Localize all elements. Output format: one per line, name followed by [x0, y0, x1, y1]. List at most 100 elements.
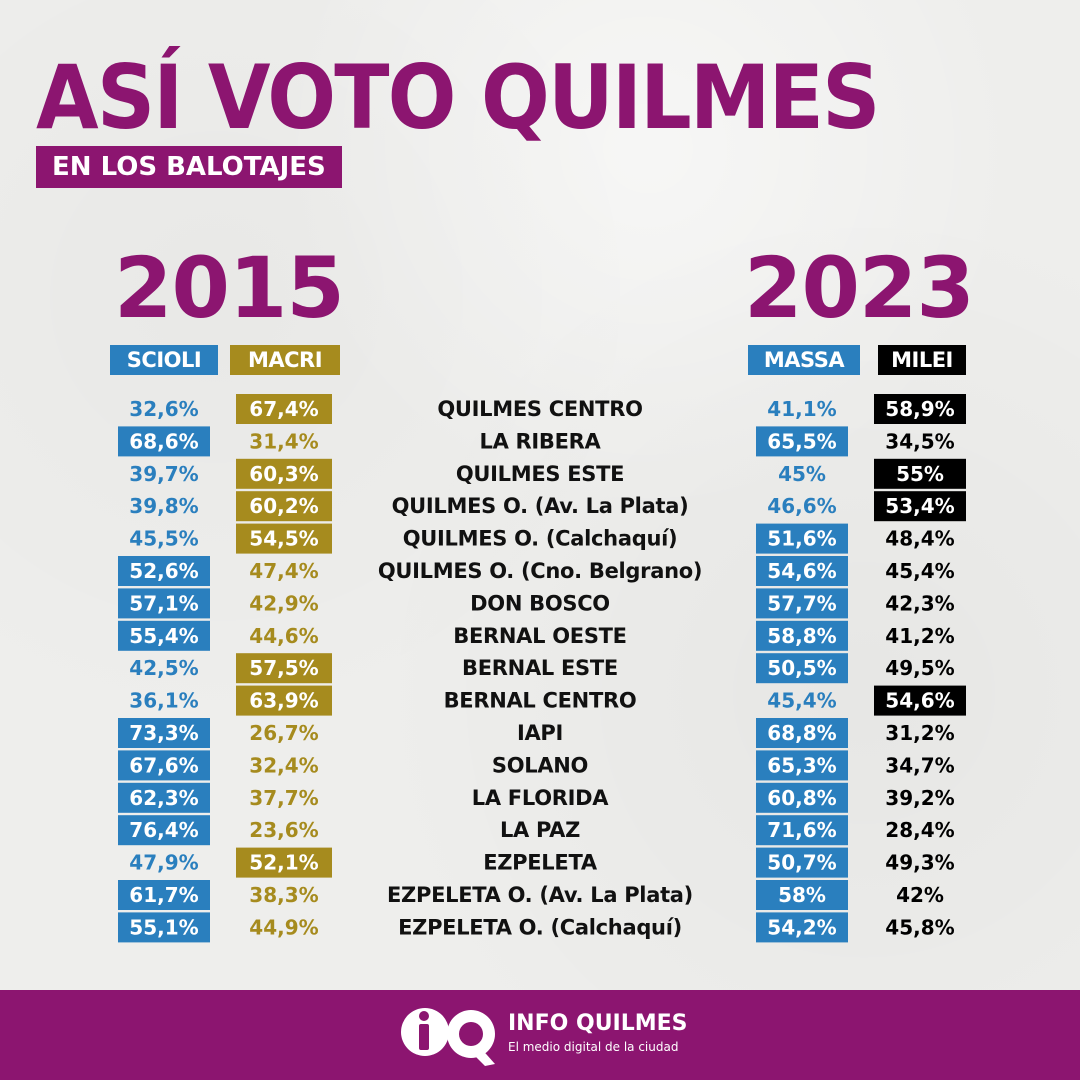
value-label-milei-solano: 34,7%: [885, 753, 954, 777]
value-label-macri-la-ribera: 31,4%: [249, 429, 318, 453]
value-label-milei-quilmes-o-av-la-plata: 53,4%: [885, 494, 954, 518]
candidate-header-macri: MACRI: [230, 345, 340, 375]
winner-box-massa-quilmes-o-calchaqu: [756, 523, 848, 554]
candidate-header-milei: MILEI: [878, 345, 966, 375]
winner-box-massa-ezpeleta-o-av-la-plata: [756, 880, 848, 910]
winner-box-scioli-ezpeleta-o-calchaqu: [118, 912, 210, 943]
value-label-milei-quilmes-o-cno-belgrano: 45,4%: [885, 559, 954, 583]
value-label-massa-ezpeleta-o-calchaqu: 54,2%: [767, 915, 836, 939]
winner-box-massa-quilmes-o-cno-belgrano: [756, 556, 848, 586]
winner-box-milei-quilmes-o-av-la-plata: [874, 491, 966, 522]
value-label-milei-la-paz: 28,4%: [885, 818, 954, 842]
results-table-chart: QUILMES CENTRO 32,6% 67,4% 41,1% 58,9% LA RIB…: [118, 394, 966, 943]
district-label-ezpeleta: EZPELETA: [483, 851, 598, 875]
value-label-macri-iapi: 26,7%: [249, 721, 318, 745]
value-label-massa-quilmes-centro: 41,1%: [767, 397, 836, 421]
winner-box-milei-quilmes-centro: [874, 394, 966, 424]
brand-name: INFO QUILMES: [508, 1011, 688, 1036]
value-label-massa-bernal-oeste: 58,8%: [767, 624, 836, 648]
value-label-milei-bernal-este: 49,5%: [885, 656, 954, 680]
value-label-massa-ezpeleta: 50,7%: [767, 851, 836, 875]
value-label-scioli-solano: 67,6%: [129, 753, 198, 777]
value-label-milei-bernal-centro: 54,6%: [885, 689, 954, 713]
value-label-scioli-don-bosco: 57,1%: [129, 591, 198, 615]
value-label-scioli-quilmes-o-av-la-plata: 39,8%: [129, 494, 198, 518]
district-label-bernal-este: BERNAL ESTE: [462, 656, 618, 680]
winner-box-massa-la-paz: [756, 815, 848, 846]
winner-box-scioli-bernal-oeste: [118, 620, 210, 651]
district-label-bernal-centro: BERNAL CENTRO: [444, 689, 637, 713]
winner-box-scioli-quilmes-o-cno-belgrano: [118, 556, 210, 586]
value-label-milei-ezpeleta-o-av-la-plata: 42%: [896, 883, 944, 907]
candidate-header-massa: MASSA: [748, 345, 860, 375]
value-label-macri-don-bosco: 42,9%: [249, 591, 318, 615]
winner-box-massa-ezpeleta-o-calchaqu: [756, 912, 848, 943]
winner-box-milei-bernal-centro: [874, 685, 966, 716]
iq-logo-icon: [401, 1008, 495, 1066]
winner-box-scioli-don-bosco: [118, 588, 210, 619]
winner-box-massa-la-ribera: [756, 426, 848, 457]
value-label-milei-la-ribera: 34,5%: [885, 429, 954, 453]
winner-box-macri-quilmes-centro: [236, 394, 332, 424]
winner-box-milei-quilmes-este: [874, 458, 966, 489]
winner-box-scioli-la-florida: [118, 782, 210, 813]
value-label-macri-bernal-oeste: 44,6%: [249, 624, 318, 648]
value-label-macri-bernal-centro: 63,9%: [249, 689, 318, 713]
page-title: ASÍ VOTO QUILMES: [36, 46, 880, 149]
district-label-la-ribera: LA RIBERA: [479, 429, 601, 453]
value-label-scioli-ezpeleta: 47,9%: [129, 851, 198, 875]
winner-box-scioli-la-ribera: [118, 426, 210, 457]
winner-box-macri-bernal-este: [236, 653, 332, 684]
winner-box-massa-don-bosco: [756, 588, 848, 619]
value-label-macri-la-paz: 23,6%: [249, 818, 318, 842]
value-label-massa-la-ribera: 65,5%: [767, 429, 836, 453]
value-label-macri-quilmes-o-cno-belgrano: 47,4%: [249, 559, 318, 583]
winner-box-macri-quilmes-este: [236, 458, 332, 489]
value-label-macri-ezpeleta-o-av-la-plata: 38,3%: [249, 883, 318, 907]
district-label-quilmes-centro: QUILMES CENTRO: [437, 397, 642, 421]
value-label-macri-ezpeleta-o-calchaqu: 44,9%: [249, 915, 318, 939]
district-label-don-bosco: DON BOSCO: [470, 591, 610, 615]
winner-box-scioli-solano: [118, 750, 210, 781]
winner-box-massa-bernal-oeste: [756, 620, 848, 651]
district-label-bernal-oeste: BERNAL OESTE: [453, 624, 626, 648]
district-label-solano: SOLANO: [492, 753, 588, 777]
winner-box-macri-bernal-centro: [236, 685, 332, 716]
value-label-massa-quilmes-este: 45%: [778, 462, 826, 486]
value-label-massa-ezpeleta-o-av-la-plata: 58%: [778, 883, 826, 907]
value-label-milei-quilmes-o-calchaqu: 48,4%: [885, 527, 954, 551]
value-label-milei-quilmes-este: 55%: [896, 462, 944, 486]
value-label-scioli-iapi: 73,3%: [129, 721, 198, 745]
value-label-macri-la-florida: 37,7%: [249, 786, 318, 810]
winner-box-massa-iapi: [756, 718, 848, 748]
value-label-massa-quilmes-o-calchaqu: 51,6%: [767, 527, 836, 551]
footer-bar: INFO QUILMES El medio digital de la ciud…: [0, 990, 1080, 1080]
value-label-scioli-quilmes-o-calchaqu: 45,5%: [129, 527, 198, 551]
value-label-milei-la-florida: 39,2%: [885, 786, 954, 810]
value-label-scioli-ezpeleta-o-av-la-plata: 61,7%: [129, 883, 198, 907]
winner-box-massa-bernal-este: [756, 653, 848, 684]
value-label-scioli-la-ribera: 68,6%: [129, 429, 198, 453]
value-label-scioli-bernal-centro: 36,1%: [129, 689, 198, 713]
value-label-milei-don-bosco: 42,3%: [885, 591, 954, 615]
value-label-macri-quilmes-este: 60,3%: [249, 462, 318, 486]
value-label-scioli-bernal-este: 42,5%: [129, 656, 198, 680]
district-label-ezpeleta-o-av-la-plata: EZPELETA O. (Av. La Plata): [387, 883, 693, 907]
value-label-scioli-ezpeleta-o-calchaqu: 55,1%: [129, 915, 198, 939]
value-label-massa-bernal-centro: 45,4%: [767, 689, 836, 713]
value-label-scioli-quilmes-este: 39,7%: [129, 462, 198, 486]
candidate-header-scioli: SCIOLI: [110, 345, 218, 375]
winner-box-scioli-la-paz: [118, 815, 210, 846]
value-label-massa-la-florida: 60,8%: [767, 786, 836, 810]
value-label-scioli-quilmes-centro: 32,6%: [129, 397, 198, 421]
year-2023-heading: 2023: [744, 239, 975, 337]
winner-box-macri-ezpeleta: [236, 847, 332, 878]
value-label-massa-quilmes-o-av-la-plata: 46,6%: [767, 494, 836, 518]
value-label-massa-don-bosco: 57,7%: [767, 591, 836, 615]
value-label-macri-quilmes-o-av-la-plata: 60,2%: [249, 494, 318, 518]
winner-box-massa-la-florida: [756, 782, 848, 813]
winner-box-macri-quilmes-o-calchaqu: [236, 523, 332, 554]
brand-tagline: El medio digital de la ciudad: [508, 1040, 679, 1054]
year-2015-heading: 2015: [114, 239, 345, 337]
district-label-la-paz: LA PAZ: [500, 818, 580, 842]
